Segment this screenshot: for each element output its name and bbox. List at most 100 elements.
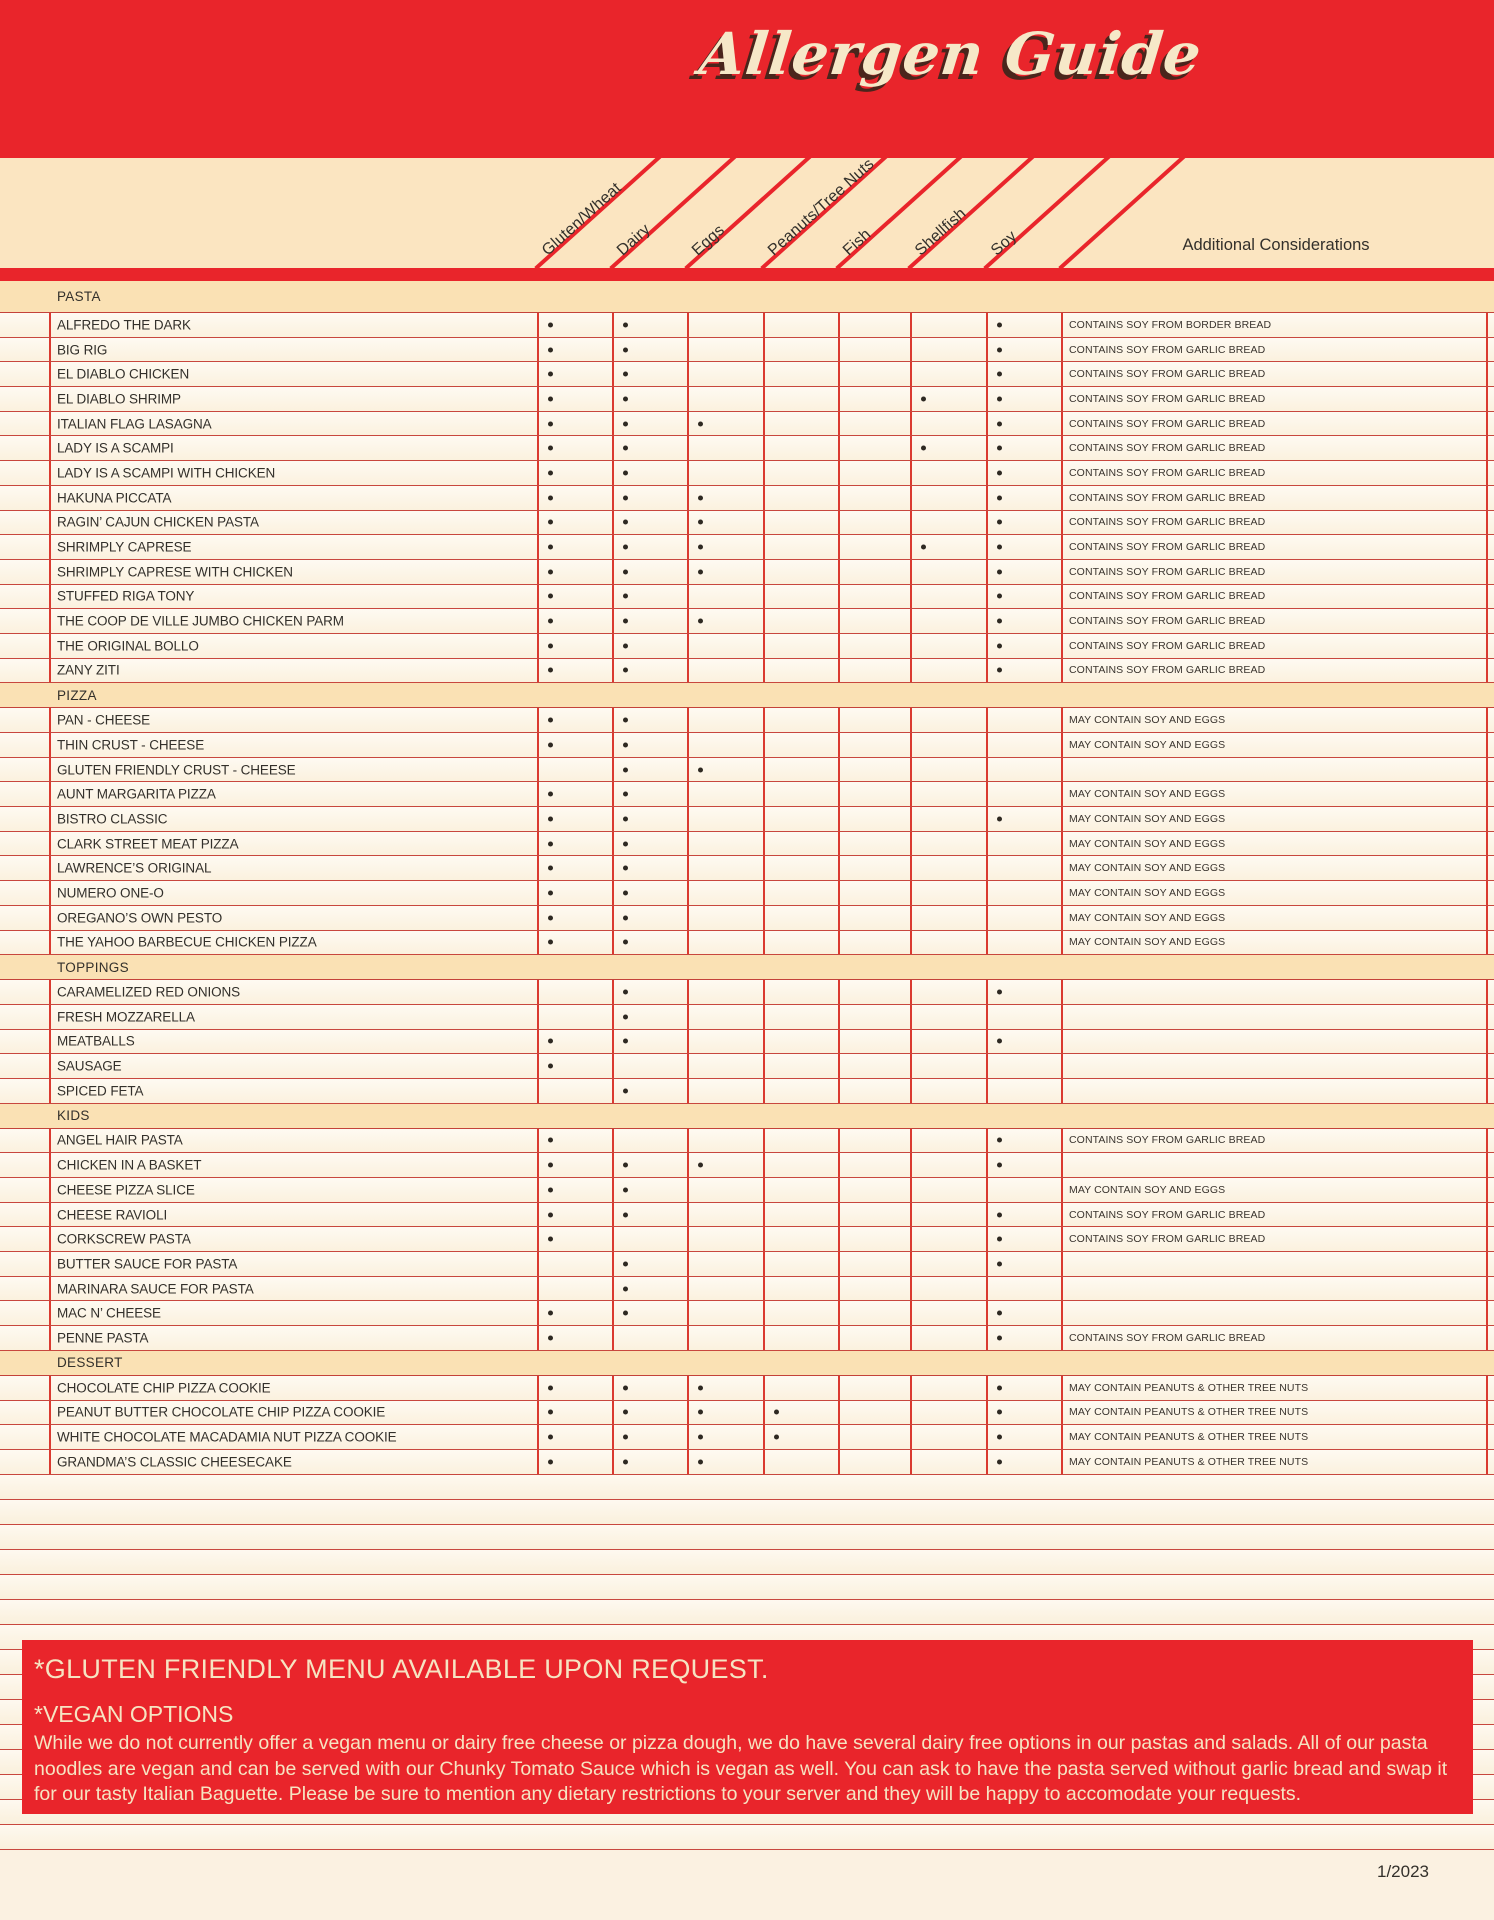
item-note: CONTAINS SOY FROM GARLIC BREAD: [1069, 343, 1266, 356]
menu-item-row: PEANUT BUTTER CHOCOLATE CHIP PIZZA COOKI…: [0, 1400, 1494, 1426]
allergen-dot-gluten_wheat: [548, 939, 553, 945]
grid-line: [763, 436, 765, 461]
grid-line: [49, 733, 51, 757]
menu-item-row: THE YAHOO BARBECUE CHICKEN PIZZA MAY CONT…: [0, 930, 1494, 956]
grid-line: [1061, 733, 1063, 757]
grid-line: [687, 1425, 689, 1449]
grid-line: [49, 930, 51, 955]
grid-line: [612, 1178, 614, 1202]
grid-line: [986, 313, 988, 337]
item-note: MAY CONTAIN SOY AND EGGS: [1069, 738, 1226, 751]
menu-item-row: THIN CRUST - CHEESE MAY CONTAIN SOY AND E…: [0, 733, 1494, 758]
grid-line: [910, 1252, 912, 1276]
allergen-dot-gluten_wheat: [548, 643, 553, 649]
item-name: LADY IS A SCAMPI: [57, 440, 174, 456]
allergen-dot-gluten_wheat: [548, 1212, 553, 1218]
grid-line: [910, 905, 912, 930]
grid-line: [986, 1004, 988, 1029]
allergen-dot-gluten_wheat: [548, 816, 553, 822]
grid-line: [838, 1054, 840, 1078]
grid-line: [1486, 485, 1488, 510]
item-name: NUMERO ONE-O: [57, 885, 164, 901]
grid-line: [612, 436, 614, 461]
grid-line: [612, 1252, 614, 1276]
grid-line: [1486, 980, 1488, 1004]
grid-line: [986, 337, 988, 362]
allergen-dot-dairy: [623, 1409, 628, 1415]
allergen-dot-soy: [997, 816, 1002, 822]
grid-line: [612, 362, 614, 387]
allergen-column-label-shellfish: Shellfish: [911, 204, 970, 260]
grid-line: [986, 856, 988, 881]
item-name: THIN CRUST - CHEESE: [57, 737, 205, 753]
allergen-table: PASTA ALFREDO THE DARK CONTAINS SOY FROM B…: [0, 281, 1494, 1850]
grid-line: [1486, 609, 1488, 633]
grid-line: [838, 461, 840, 485]
allergen-dot-peanuts_tree_nuts: [774, 1434, 779, 1440]
grid-line: [1486, 1276, 1488, 1301]
grid-line: [910, 980, 912, 1004]
menu-item-row: SHRIMPLY CAPRESE WITH CHICKEN CONTAINS SO…: [0, 559, 1494, 585]
grid-line: [1061, 362, 1063, 387]
grid-line: [1061, 633, 1063, 658]
grid-line: [986, 1078, 988, 1103]
grid-line: [612, 1029, 614, 1054]
grid-line: [687, 559, 689, 584]
item-note: MAY CONTAIN SOY AND EGGS: [1069, 812, 1226, 825]
allergen-dot-soy: [997, 470, 1002, 476]
grid-line: [986, 708, 988, 732]
item-name: CHEESE PIZZA SLICE: [57, 1182, 195, 1198]
page-title: Allergen Guide: [696, 20, 1206, 88]
allergen-dot-soy: [997, 593, 1002, 599]
allergen-dot-soy: [997, 396, 1002, 402]
grid-line: [763, 782, 765, 807]
grid-line: [612, 313, 614, 337]
menu-item-row: CLARK STREET MEAT PIZZA MAY CONTAIN SOY A…: [0, 831, 1494, 857]
grid-line: [612, 757, 614, 782]
allergen-dot-gluten_wheat: [548, 717, 553, 723]
allergen-dot-shellfish: [921, 396, 926, 402]
grid-line: [763, 1153, 765, 1177]
grid-line: [537, 1449, 539, 1474]
item-name: ITALIAN FLAG LASAGNA: [57, 416, 212, 432]
grid-line: [612, 1227, 614, 1252]
grid-line: [910, 807, 912, 831]
grid-line: [910, 510, 912, 535]
item-note: CONTAINS SOY FROM GARLIC BREAD: [1069, 541, 1266, 554]
grid-line: [910, 1375, 912, 1400]
grid-line: [537, 757, 539, 782]
grid-line: [612, 1425, 614, 1449]
grid-line: [910, 337, 912, 362]
grid-line: [537, 1326, 539, 1350]
grid-line: [1486, 1178, 1488, 1202]
grid-line: [49, 1276, 51, 1301]
grid-line: [910, 313, 912, 337]
item-name: BISTRO CLASSIC: [57, 811, 168, 827]
menu-item-row: LADY IS A SCAMPI WITH CHICKEN CONTAINS SO…: [0, 461, 1494, 486]
grid-line: [612, 609, 614, 633]
allergen-dot-shellfish: [921, 445, 926, 451]
grid-line: [612, 658, 614, 683]
grid-line: [763, 856, 765, 881]
grid-line: [612, 584, 614, 609]
grid-line: [910, 1276, 912, 1301]
allergen-dot-soy: [997, 322, 1002, 328]
allergen-dot-dairy: [623, 841, 628, 847]
grid-line: [612, 461, 614, 485]
grid-line: [838, 658, 840, 683]
menu-item-row: STUFFED RIGA TONY CONTAINS SOY FROM GARLI…: [0, 584, 1494, 610]
grid-line: [986, 1202, 988, 1227]
grid-line: [763, 733, 765, 757]
grid-line: [838, 1425, 840, 1449]
grid-line: [1486, 387, 1488, 411]
grid-line: [763, 1178, 765, 1202]
grid-line: [986, 1449, 988, 1474]
grid-line: [537, 1252, 539, 1276]
grid-line: [1486, 782, 1488, 807]
grid-line: [1486, 757, 1488, 782]
grid-line: [1061, 337, 1063, 362]
grid-line: [687, 510, 689, 535]
grid-line: [687, 1078, 689, 1103]
grid-line: [763, 1252, 765, 1276]
grid-line: [986, 1425, 988, 1449]
